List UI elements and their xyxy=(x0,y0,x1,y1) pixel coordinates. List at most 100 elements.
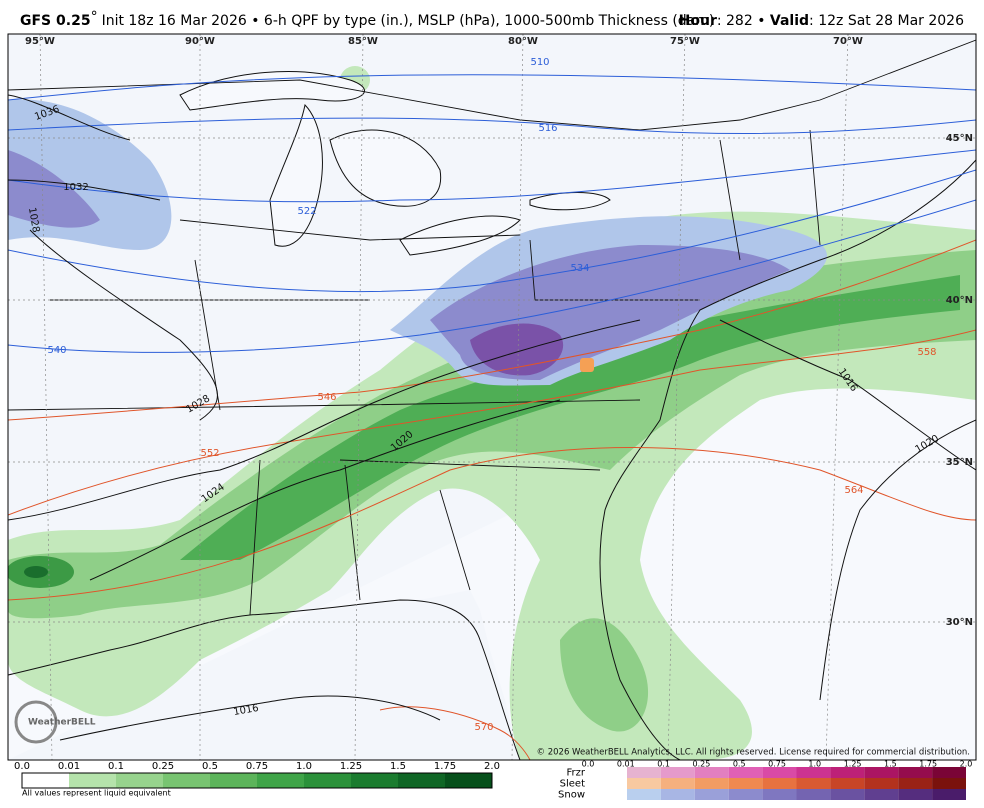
qpf-swatch xyxy=(22,773,69,788)
valid-value: : 12z Sat 28 Mar 2026 xyxy=(809,13,964,29)
qpf-tick-label: 2.0 xyxy=(484,761,500,772)
qpf-swatch xyxy=(445,773,492,788)
type-tick-label: 1.25 xyxy=(844,760,862,769)
hour-value: : 282 • xyxy=(717,13,770,29)
copyright: © 2026 WeatherBELL Analytics, LLC. All r… xyxy=(537,748,970,758)
qpf-bar-frame xyxy=(21,772,493,789)
qpf-swatch xyxy=(257,773,304,788)
type-swatch xyxy=(660,789,695,800)
thickness-label: 516 xyxy=(538,123,557,134)
longitude-label: 90°W xyxy=(185,36,215,47)
qpf-swatch xyxy=(304,773,351,788)
valid-time: Hour: 282 • Valid: 12z Sat 28 Mar 2026 xyxy=(679,13,964,29)
type-swatch xyxy=(932,789,966,800)
type-swatch xyxy=(762,767,797,778)
type-tick-label: 0.25 xyxy=(692,760,710,769)
latitude-label: 45°N xyxy=(946,133,973,144)
description: Init 18z 16 Mar 2026 • 6-h QPF by type (… xyxy=(102,13,715,29)
type-swatch xyxy=(694,789,729,800)
type-tick-label: 1.75 xyxy=(919,760,937,769)
type-swatch xyxy=(898,767,933,778)
type-swatch xyxy=(796,778,831,789)
pressure-label: 1016 xyxy=(233,703,260,718)
legend: 0.0 0.01 0.1 0.25 0.5 0.75 1.0 1.25 1.5 1.75 2.0 Fr… xyxy=(14,760,972,801)
type-swatch xyxy=(660,778,695,789)
type-swatch xyxy=(932,778,966,789)
type-swatch xyxy=(694,767,729,778)
type-swatch xyxy=(864,789,899,800)
latitude-label: 35°N xyxy=(946,457,973,468)
pressure-contours xyxy=(8,94,976,741)
type-swatch xyxy=(864,767,899,778)
pressure-label: 1028 xyxy=(26,207,41,234)
thickness-label: 510 xyxy=(530,57,549,68)
thickness-label: 534 xyxy=(570,263,589,274)
header: GFS 0.25° Init 18z 16 Mar 2026 • 6-h QPF … xyxy=(20,9,714,29)
type-swatch xyxy=(864,778,899,789)
type-swatch xyxy=(627,778,661,789)
qpf-tick-label: 0.1 xyxy=(108,761,124,772)
type-swatch xyxy=(694,778,729,789)
type-swatch xyxy=(728,767,763,778)
snow-moderate xyxy=(8,150,100,228)
model: GFS 0.25 xyxy=(20,13,91,29)
longitude-label: 70°W xyxy=(833,36,863,47)
type-tick-label: 0.0 xyxy=(582,760,595,769)
type-swatch xyxy=(796,789,831,800)
rain-moderate xyxy=(560,618,649,732)
qpf-tick-label: 0.01 xyxy=(58,761,80,772)
type-tick-label: 0.01 xyxy=(617,760,635,769)
thickness-label: 540 xyxy=(47,345,66,356)
type-swatch xyxy=(762,789,797,800)
type-swatch xyxy=(796,767,831,778)
map-labels: 95°W 90°W 85°W 80°W 75°W 70°W 45°N 40°N 35°N 30°N… xyxy=(25,36,973,733)
qpf-tick-label: 0.25 xyxy=(152,761,174,772)
rain-heavy xyxy=(180,275,960,560)
qpf-tick-label: 1.5 xyxy=(390,761,406,772)
type-swatch xyxy=(898,789,933,800)
latitude-label: 30°N xyxy=(946,617,973,628)
qpf-tick-label: 1.25 xyxy=(340,761,362,772)
type-label: Sleet xyxy=(560,779,585,790)
type-tick-label: 0.1 xyxy=(657,760,670,769)
type-swatch xyxy=(627,789,661,800)
qpf-swatch xyxy=(116,773,163,788)
qpf-swatch xyxy=(398,773,445,788)
type-tick-label: 1.0 xyxy=(808,760,821,769)
thickness-label: 546 xyxy=(317,392,336,403)
type-label: Frzr xyxy=(567,768,586,779)
type-tick-label: 2.0 xyxy=(960,760,973,769)
legend-note: All values represent liquid equivalent xyxy=(22,789,171,798)
type-swatch xyxy=(728,778,763,789)
qpf-tick-label: 0.75 xyxy=(246,761,268,772)
snow-heavy xyxy=(470,323,564,376)
gulf-coast xyxy=(8,599,521,760)
longitude-label: 95°W xyxy=(25,36,55,47)
type-swatch xyxy=(660,767,695,778)
pressure-label: 1032 xyxy=(63,182,88,193)
thickness-label: 558 xyxy=(917,347,936,358)
qpf-swatch xyxy=(351,773,398,788)
type-swatch xyxy=(898,778,933,789)
type-tick-label: 1.5 xyxy=(884,760,897,769)
lake-michigan xyxy=(269,103,323,247)
qpf-swatch xyxy=(69,773,116,788)
map-frame xyxy=(7,33,977,761)
valid-label: Valid xyxy=(770,13,809,29)
qpf-swatch xyxy=(163,773,210,788)
border xyxy=(8,39,976,131)
longitude-label: 75°W xyxy=(670,36,700,47)
type-swatch xyxy=(830,767,865,778)
qpf-tick-label: 1.0 xyxy=(296,761,312,772)
thickness-label: 564 xyxy=(844,485,863,496)
longitude-label: 85°W xyxy=(348,36,378,47)
qpf-tick-label: 0.5 xyxy=(202,761,218,772)
lake-huron xyxy=(329,129,442,207)
degree: ° xyxy=(91,9,98,25)
type-swatch xyxy=(762,778,797,789)
coastline xyxy=(599,159,976,760)
logo-text: WeatherBELL xyxy=(28,718,96,728)
rain-field xyxy=(8,66,976,760)
hour-label: Hour xyxy=(679,13,717,29)
